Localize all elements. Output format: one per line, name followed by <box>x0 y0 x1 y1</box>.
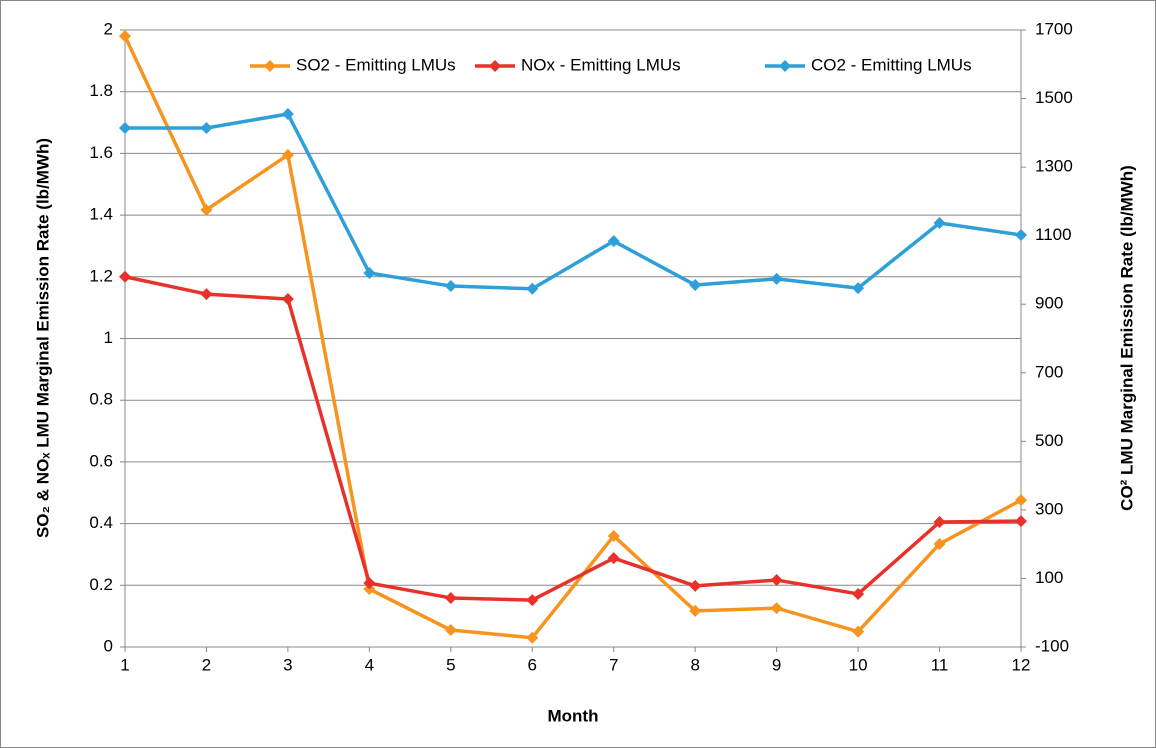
data-point <box>1015 228 1027 241</box>
x-tick-label: 9 <box>772 655 781 674</box>
legend-marker <box>779 60 791 72</box>
data-point <box>607 529 620 542</box>
y-tick-label: 1.4 <box>89 205 113 224</box>
y2-tick-label: 1700 <box>1035 19 1073 38</box>
data-point <box>200 288 213 301</box>
x-tick-label: 3 <box>283 655 292 674</box>
data-point <box>607 552 620 565</box>
data-point <box>526 594 539 607</box>
y-tick-label: 0 <box>104 636 113 655</box>
x-tick-label: 8 <box>690 655 699 674</box>
y-axis-label: SO₂ & NOₓ LMU Marginal Emission Rate (lb… <box>33 138 52 538</box>
y2-tick-label: 100 <box>1035 568 1063 587</box>
y2-tick-label: 900 <box>1035 294 1063 313</box>
data-point <box>1015 515 1027 528</box>
legend-label: CO2 - Emitting LMUs <box>811 55 972 74</box>
x-tick-label: 1 <box>120 655 129 674</box>
legend-marker <box>264 60 276 72</box>
data-point <box>526 282 539 295</box>
y-tick-label: 1.8 <box>89 81 113 100</box>
data-point <box>363 577 376 590</box>
data-point <box>119 270 131 283</box>
y-tick-label: 1.6 <box>89 143 113 162</box>
data-point <box>526 631 539 644</box>
y-tick-label: 0.8 <box>89 390 113 409</box>
y2-tick-label: 1300 <box>1035 157 1073 176</box>
data-point <box>281 107 294 120</box>
data-point <box>200 122 213 135</box>
x-tick-label: 7 <box>609 655 618 674</box>
data-point <box>281 293 294 306</box>
y2-tick-label: 300 <box>1035 499 1063 518</box>
legend-marker <box>489 60 501 72</box>
x-axis-label: Month <box>548 706 599 725</box>
data-point <box>119 30 131 43</box>
legend-label: NOx - Emitting LMUs <box>521 55 681 74</box>
data-point <box>444 624 457 637</box>
y2-tick-label: 1100 <box>1035 225 1072 244</box>
y-tick-label: 1 <box>104 328 113 347</box>
data-point <box>200 203 213 216</box>
data-point <box>444 280 457 293</box>
y2-tick-label: 700 <box>1035 362 1063 381</box>
data-point <box>689 279 702 292</box>
data-point <box>1015 494 1027 507</box>
data-point <box>281 148 294 161</box>
x-tick-label: 6 <box>528 655 537 674</box>
y2-axis-label: CO² LMU Marginal Emission Rate (lb/MWh) <box>1117 165 1136 511</box>
y-tick-label: 0.2 <box>89 575 113 594</box>
data-point <box>852 587 865 600</box>
data-point <box>607 235 620 248</box>
data-point <box>852 625 865 638</box>
data-point <box>933 216 946 229</box>
data-point <box>363 267 376 280</box>
x-tick-label: 4 <box>365 655 374 674</box>
data-point <box>689 604 702 617</box>
series-line <box>125 112 1022 291</box>
data-point <box>770 272 783 285</box>
y-tick-label: 2 <box>104 19 113 38</box>
x-tick-label: 12 <box>1012 655 1031 674</box>
x-tick-label: 10 <box>849 655 868 674</box>
data-point <box>933 516 946 529</box>
data-point <box>770 574 783 587</box>
data-point <box>852 282 865 295</box>
data-point <box>444 591 457 604</box>
y-tick-label: 0.6 <box>89 451 113 470</box>
data-point <box>933 537 946 550</box>
legend-label: SO2 - Emitting LMUs <box>296 55 456 74</box>
series-line <box>123 35 1022 640</box>
data-point <box>689 579 702 592</box>
series-line <box>124 275 1022 602</box>
y-tick-label: 0.4 <box>89 513 113 532</box>
y2-tick-label: 500 <box>1035 431 1063 450</box>
y2-tick-label: -100 <box>1035 636 1069 655</box>
x-tick-label: 2 <box>202 655 211 674</box>
y2-tick-label: 1500 <box>1035 88 1073 107</box>
data-point <box>119 122 131 135</box>
x-tick-label: 5 <box>446 655 455 674</box>
y-tick-label: 1.2 <box>89 266 113 285</box>
data-point <box>770 602 783 615</box>
x-tick-label: 11 <box>931 655 949 674</box>
